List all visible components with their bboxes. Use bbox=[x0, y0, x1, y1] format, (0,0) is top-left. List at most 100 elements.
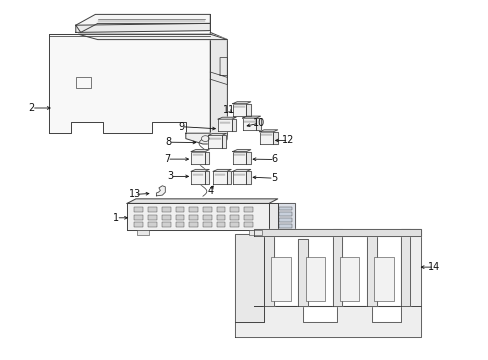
Text: 13: 13 bbox=[128, 189, 141, 199]
Bar bbox=[244, 207, 252, 212]
Bar bbox=[162, 222, 170, 227]
Polygon shape bbox=[259, 132, 273, 144]
Bar bbox=[175, 207, 184, 212]
Bar bbox=[278, 218, 292, 222]
Bar bbox=[244, 222, 252, 227]
Polygon shape bbox=[231, 119, 236, 131]
Polygon shape bbox=[254, 229, 420, 306]
Polygon shape bbox=[191, 171, 204, 184]
Polygon shape bbox=[191, 150, 209, 152]
Polygon shape bbox=[256, 118, 260, 130]
Text: 9: 9 bbox=[179, 122, 184, 132]
Text: 2: 2 bbox=[29, 103, 35, 113]
Bar bbox=[216, 222, 225, 227]
Bar bbox=[189, 222, 198, 227]
Polygon shape bbox=[218, 119, 231, 131]
Bar bbox=[230, 207, 239, 212]
Polygon shape bbox=[242, 118, 256, 130]
Text: 6: 6 bbox=[271, 154, 277, 165]
Bar bbox=[162, 207, 170, 212]
Bar bbox=[134, 215, 143, 220]
Polygon shape bbox=[156, 186, 165, 196]
Text: 7: 7 bbox=[164, 154, 170, 164]
Bar bbox=[148, 215, 157, 220]
Polygon shape bbox=[218, 117, 236, 119]
Bar bbox=[134, 222, 143, 227]
Polygon shape bbox=[273, 132, 277, 144]
Polygon shape bbox=[264, 230, 273, 306]
Polygon shape bbox=[213, 171, 226, 184]
Bar bbox=[216, 207, 225, 212]
Polygon shape bbox=[208, 135, 222, 148]
Text: 5: 5 bbox=[270, 173, 276, 183]
Bar bbox=[189, 215, 198, 220]
Polygon shape bbox=[232, 170, 250, 171]
Bar bbox=[189, 207, 198, 212]
Bar bbox=[249, 230, 261, 235]
Polygon shape bbox=[259, 130, 277, 132]
Bar bbox=[230, 222, 239, 227]
Polygon shape bbox=[222, 135, 226, 148]
Bar bbox=[203, 207, 211, 212]
Polygon shape bbox=[208, 134, 226, 135]
Polygon shape bbox=[210, 32, 227, 139]
Polygon shape bbox=[204, 171, 209, 184]
Text: 4: 4 bbox=[207, 186, 213, 196]
Circle shape bbox=[201, 136, 209, 141]
Bar bbox=[278, 224, 292, 228]
Bar bbox=[271, 257, 290, 301]
Bar bbox=[373, 257, 393, 301]
Polygon shape bbox=[78, 34, 227, 40]
Polygon shape bbox=[127, 199, 277, 203]
Polygon shape bbox=[191, 152, 204, 164]
Polygon shape bbox=[234, 306, 420, 337]
Bar bbox=[148, 207, 157, 212]
Polygon shape bbox=[298, 239, 307, 306]
Bar bbox=[134, 207, 143, 212]
Text: 12: 12 bbox=[282, 135, 294, 145]
Polygon shape bbox=[242, 116, 260, 118]
Polygon shape bbox=[191, 170, 209, 171]
Polygon shape bbox=[76, 23, 210, 32]
Polygon shape bbox=[366, 234, 376, 306]
Bar bbox=[216, 215, 225, 220]
Polygon shape bbox=[246, 171, 250, 184]
Polygon shape bbox=[246, 104, 250, 116]
Polygon shape bbox=[204, 152, 209, 164]
Polygon shape bbox=[332, 229, 342, 306]
Bar bbox=[137, 230, 149, 235]
Text: 11: 11 bbox=[222, 105, 235, 115]
Bar bbox=[175, 222, 184, 227]
Bar bbox=[305, 257, 325, 301]
Polygon shape bbox=[232, 171, 246, 184]
Polygon shape bbox=[232, 102, 250, 104]
Bar bbox=[76, 77, 91, 88]
Bar bbox=[339, 257, 359, 301]
Bar bbox=[148, 222, 157, 227]
Polygon shape bbox=[127, 203, 268, 230]
Text: 3: 3 bbox=[167, 171, 173, 181]
Bar bbox=[162, 215, 170, 220]
Text: 14: 14 bbox=[427, 262, 440, 272]
Polygon shape bbox=[232, 152, 246, 164]
Text: 10: 10 bbox=[252, 118, 265, 128]
Bar bbox=[230, 215, 239, 220]
Bar bbox=[203, 222, 211, 227]
Polygon shape bbox=[246, 152, 250, 164]
Polygon shape bbox=[400, 229, 409, 306]
Polygon shape bbox=[254, 229, 420, 236]
Polygon shape bbox=[213, 170, 231, 171]
Polygon shape bbox=[232, 150, 250, 152]
Bar bbox=[278, 207, 292, 210]
Polygon shape bbox=[49, 34, 210, 133]
Polygon shape bbox=[232, 104, 246, 116]
Text: 1: 1 bbox=[113, 213, 119, 223]
Polygon shape bbox=[277, 203, 294, 230]
Polygon shape bbox=[268, 203, 277, 230]
Bar bbox=[244, 215, 252, 220]
Polygon shape bbox=[226, 171, 231, 184]
Text: 8: 8 bbox=[165, 137, 171, 147]
Polygon shape bbox=[185, 133, 227, 144]
Bar bbox=[203, 215, 211, 220]
Polygon shape bbox=[76, 14, 210, 32]
